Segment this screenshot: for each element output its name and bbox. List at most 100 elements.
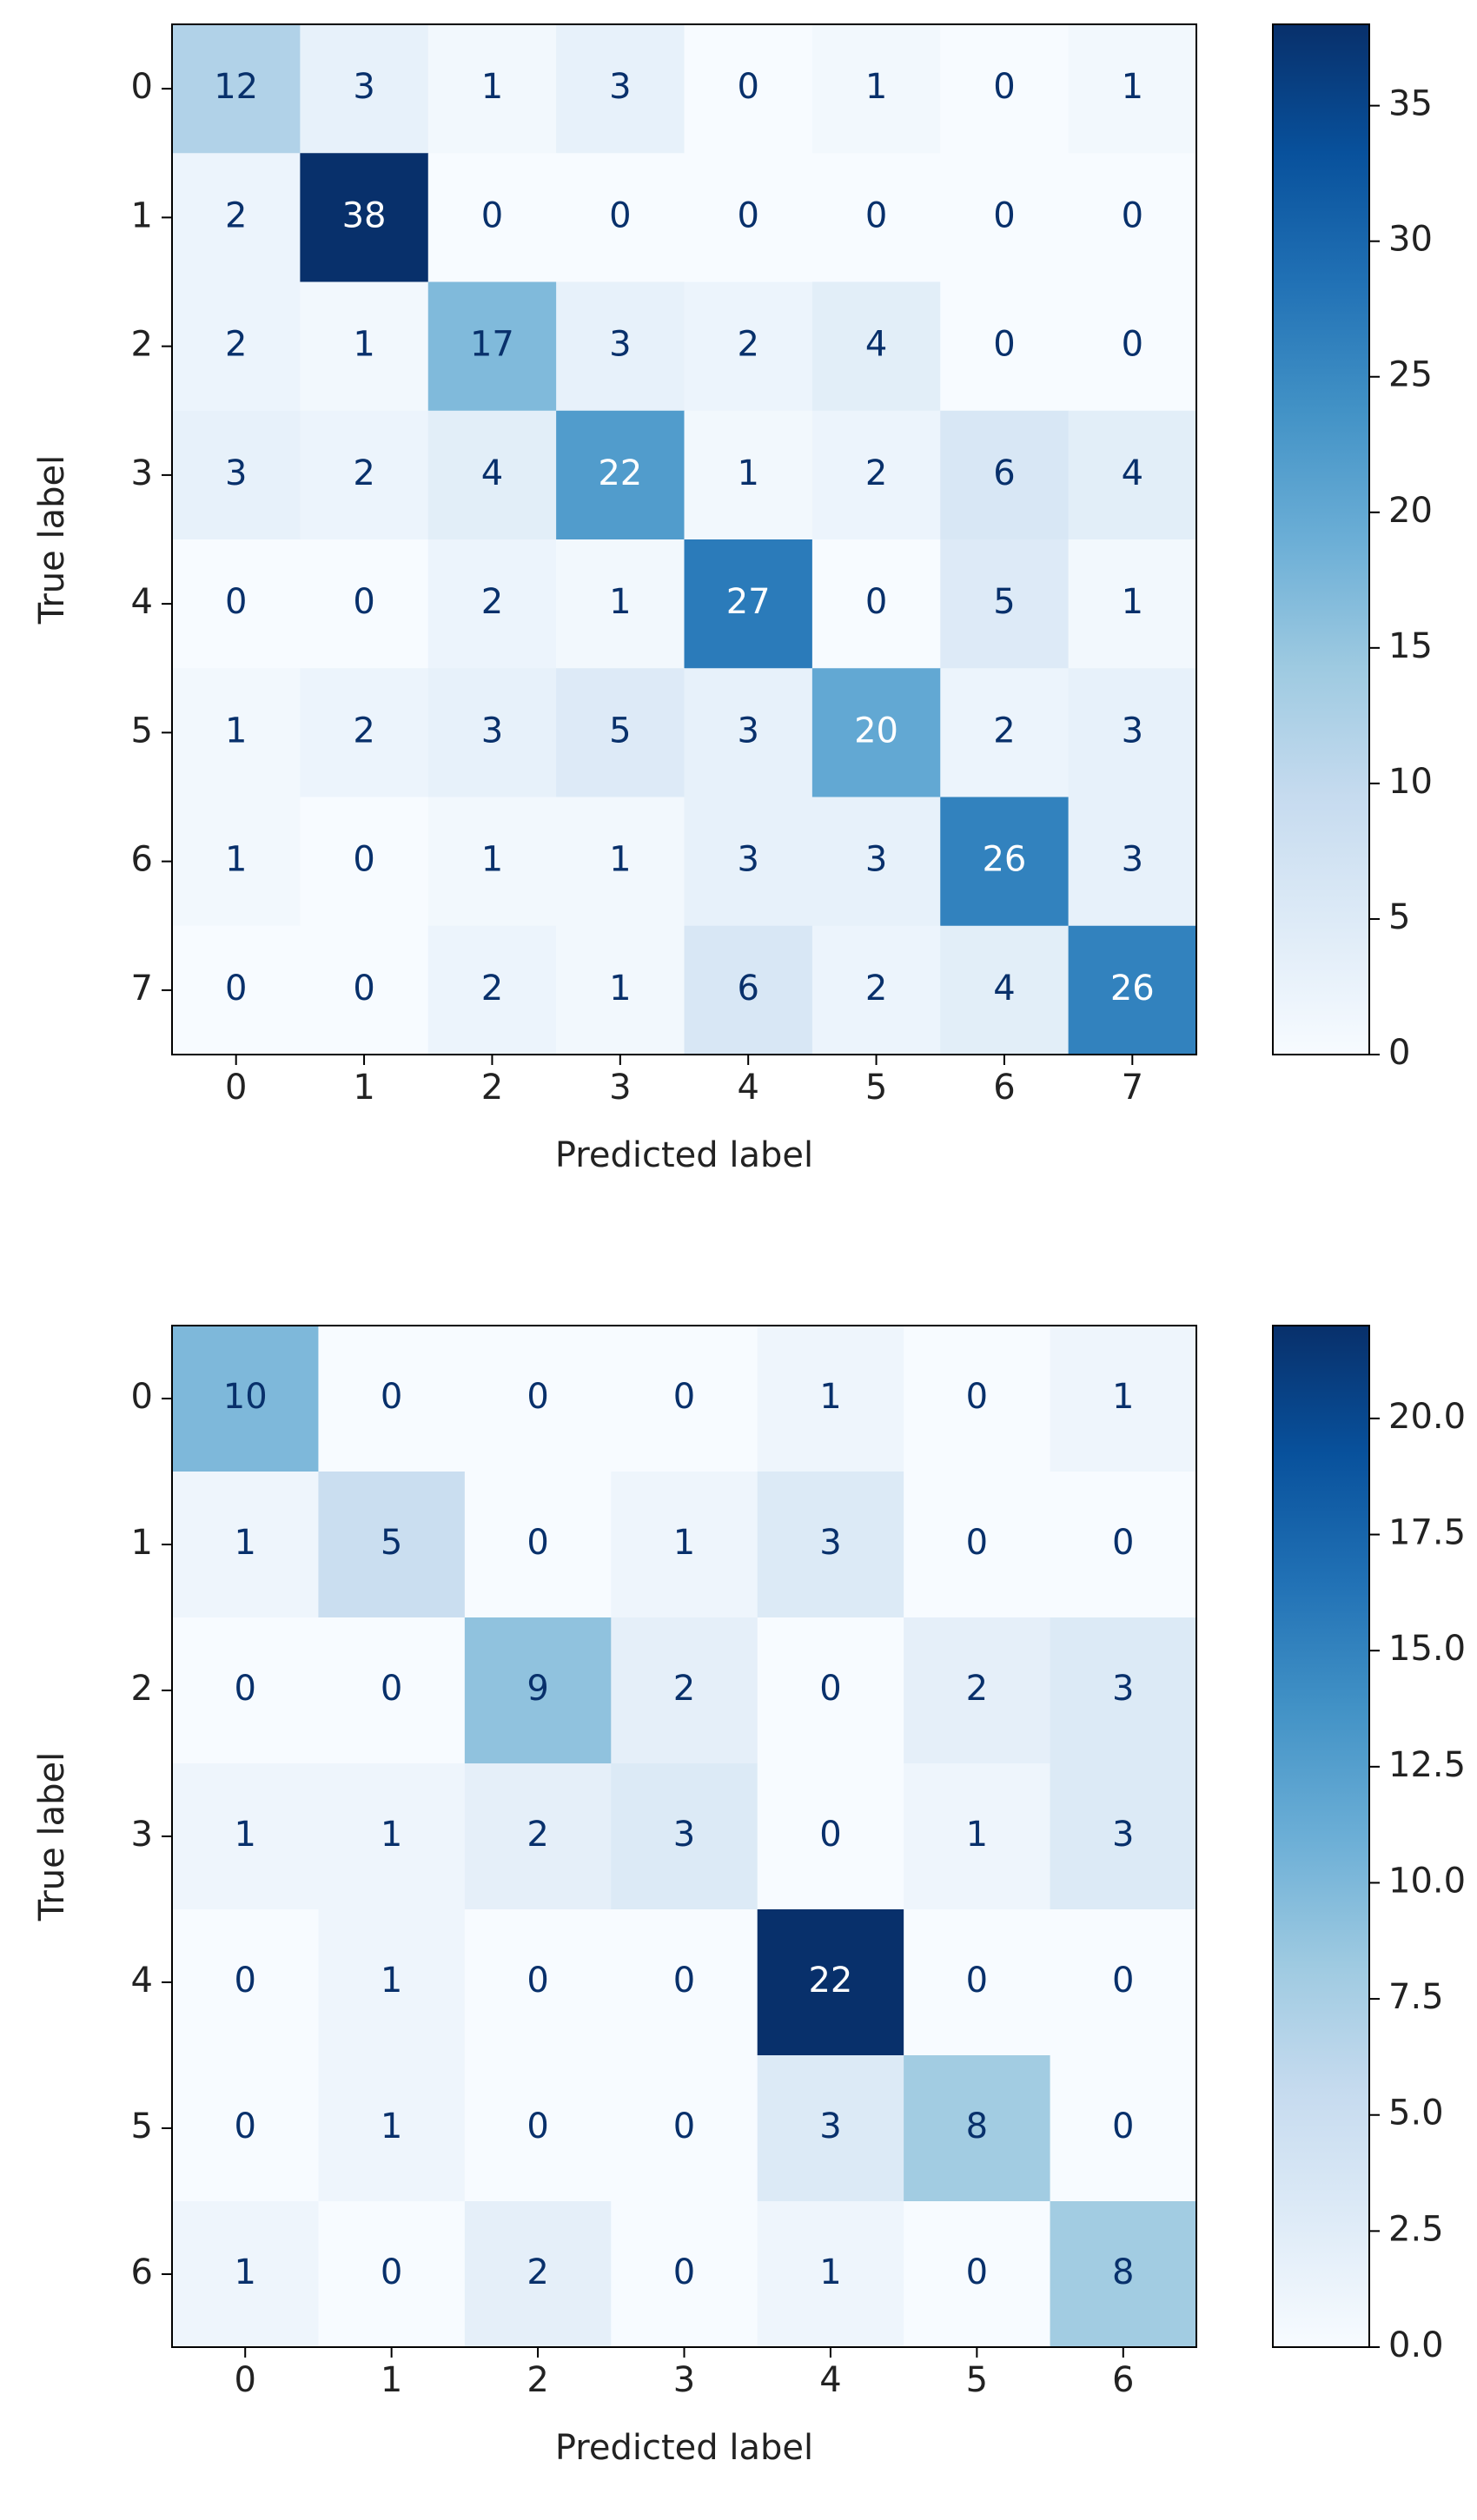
cell <box>172 2055 319 2202</box>
cell-label: 1 <box>234 1815 255 1855</box>
cell <box>684 281 813 412</box>
cell-label: 1 <box>609 582 631 622</box>
cell <box>556 24 685 154</box>
colorbar-tick-label: 35 <box>1388 84 1433 124</box>
cell <box>427 281 557 412</box>
cell-label: 0 <box>966 1523 988 1563</box>
cell-label: 2 <box>737 325 758 365</box>
cell <box>318 2055 466 2202</box>
x-tick-label: 2 <box>527 2360 548 2400</box>
cell <box>318 1909 466 2056</box>
cell <box>611 2201 758 2348</box>
cell <box>172 1472 319 1618</box>
cell-label: 3 <box>673 1815 695 1855</box>
cell <box>684 925 813 1055</box>
cell <box>1068 539 1197 669</box>
cell-label: 0 <box>609 195 631 235</box>
cell <box>1050 1763 1197 1910</box>
cell <box>904 1326 1051 1472</box>
cell-label: 12 <box>214 67 258 107</box>
x-tick-label: 6 <box>993 1068 1015 1108</box>
cell-label: 0 <box>673 1961 695 2001</box>
cell-label: 2 <box>353 711 374 751</box>
x-tick-label: 2 <box>481 1068 503 1108</box>
cell-label: 2 <box>966 1669 988 1709</box>
colorbar-tick-label: 20 <box>1388 491 1433 531</box>
cell-label: 3 <box>737 840 758 880</box>
cell-label: 1 <box>609 969 631 1009</box>
cell <box>172 1326 319 1472</box>
colorbar-tick-label: 0.0 <box>1388 2325 1444 2365</box>
cell-label: 1 <box>819 2252 841 2292</box>
cell-label: 3 <box>819 2107 841 2146</box>
cell <box>811 925 941 1055</box>
cell <box>611 1326 758 1472</box>
cell <box>904 2055 1051 2202</box>
cell-label: 3 <box>481 711 503 751</box>
cell <box>556 281 685 412</box>
cell <box>684 668 813 797</box>
cell <box>318 1326 466 1472</box>
cell-label: 0 <box>353 582 374 622</box>
cell-label: 1 <box>737 453 758 493</box>
colorbar-tick-label: 20.0 <box>1388 1397 1466 1437</box>
cell-label: 0 <box>673 2107 695 2146</box>
cell-label: 5 <box>993 582 1015 622</box>
colorbar-tick-label: 0 <box>1388 1033 1410 1073</box>
cell <box>904 2201 1051 2348</box>
y-tick-label: 3 <box>131 453 153 493</box>
x-tick-label: 1 <box>381 2360 402 2400</box>
cell <box>172 1617 319 1764</box>
cell-label: 1 <box>381 1815 402 1855</box>
cell-label: 0 <box>737 67 758 107</box>
cell-label: 2 <box>527 2252 548 2292</box>
cell-label: 1 <box>381 2107 402 2146</box>
y-tick-label: 2 <box>131 1669 153 1709</box>
cell-label: 3 <box>1112 1815 1134 1855</box>
x-tick-label: 3 <box>673 2360 695 2400</box>
colorbar-tick-label: 17.5 <box>1388 1513 1466 1553</box>
cell <box>684 24 813 154</box>
cell <box>464 1617 612 1764</box>
cell <box>811 153 941 282</box>
cell <box>556 797 685 927</box>
cell <box>611 1617 758 1764</box>
cell <box>556 153 685 282</box>
cell-label: 1 <box>609 840 631 880</box>
cell <box>427 668 557 797</box>
cell <box>172 153 301 282</box>
colorbar-tick-label: 2.5 <box>1388 2209 1444 2249</box>
cell-label: 1 <box>1122 582 1143 622</box>
cell <box>611 1763 758 1910</box>
cell-label: 2 <box>481 969 503 1009</box>
cell-label: 0 <box>1112 1961 1134 2001</box>
cell-label: 0 <box>527 1961 548 2001</box>
cell-label: 0 <box>353 840 374 880</box>
cell <box>300 410 429 540</box>
cell <box>1068 24 1197 154</box>
colorbar-tick-label: 7.5 <box>1388 1977 1444 2017</box>
colorbar-tick-label: 12.5 <box>1388 1745 1466 1785</box>
cell <box>464 1763 612 1910</box>
cell <box>904 1909 1051 2056</box>
cell <box>300 153 429 282</box>
cell <box>940 539 1070 669</box>
y-tick-label: 0 <box>131 1377 153 1417</box>
cell <box>318 1472 466 1618</box>
cell-label: 22 <box>808 1961 852 2001</box>
cell-label: 0 <box>993 67 1015 107</box>
cell-label: 10 <box>223 1377 268 1417</box>
cell-label: 0 <box>481 195 503 235</box>
cell-label: 0 <box>381 1377 402 1417</box>
cell-label: 0 <box>673 2252 695 2292</box>
y-tick-label: 2 <box>131 325 153 365</box>
cell <box>172 24 301 154</box>
cell <box>172 410 301 540</box>
cell-label: 8 <box>1112 2252 1134 2292</box>
cell-label: 5 <box>381 1523 402 1563</box>
x-tick-label: 6 <box>1112 2360 1134 2400</box>
cell-label: 0 <box>527 2107 548 2146</box>
cell-label: 0 <box>993 195 1015 235</box>
cell-label: 3 <box>1122 711 1143 751</box>
